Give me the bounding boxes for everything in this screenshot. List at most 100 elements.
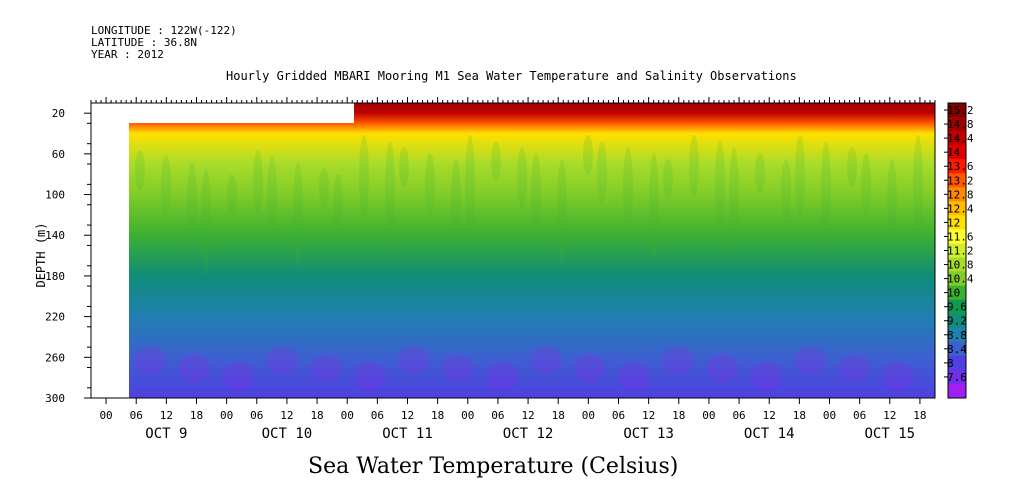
colorbar-swatch (948, 285, 966, 301)
texture-blob (574, 354, 606, 382)
texture-streak (451, 159, 461, 243)
texture-streak (821, 141, 831, 247)
longitude-label: LONGITUDE : 122W(-122) (91, 24, 237, 37)
y-axis: 20 60 100 140 180 220 260 300 (45, 107, 91, 405)
texture-blob (442, 354, 474, 382)
texture-streak (729, 147, 739, 253)
y-tick-label: 140 (45, 229, 65, 242)
texture-streak (663, 159, 673, 199)
colorbar-label: 9.6 (947, 301, 967, 314)
colorbar-swatch (948, 313, 966, 329)
colorbar-label: 8.8 (947, 329, 967, 342)
x-hour-label: 00 (582, 409, 595, 422)
colorbar-swatch (948, 145, 966, 160)
colorbar-label: 15.2 (947, 104, 974, 117)
texture-streak (253, 150, 263, 212)
colorbar-swatch (948, 257, 966, 273)
texture-streak (359, 135, 369, 219)
texture-blob (178, 354, 210, 382)
x-hour-label: 06 (250, 409, 263, 422)
colorbar-label: 8.4 (947, 343, 967, 356)
texture-blob (882, 362, 914, 390)
x-hour-label: 00 (99, 409, 112, 422)
colorbar-label: 14.8 (947, 118, 974, 131)
heatmap-fill-group (129, 103, 935, 398)
colorbar-swatch (948, 327, 966, 343)
x-hour-label: 12 (401, 409, 414, 422)
texture-streak (913, 135, 923, 241)
y-tick-label: 60 (52, 148, 65, 161)
x-hour-label: 06 (371, 409, 384, 422)
texture-streak (517, 147, 527, 209)
x-hour-label: 12 (642, 409, 655, 422)
colorbar-swatch (948, 201, 966, 216)
x-hour-label: 18 (431, 409, 444, 422)
texture-streak (319, 168, 329, 208)
x-hour-label: 06 (853, 409, 866, 422)
x-hour-label: 12 (521, 409, 534, 422)
top-ticks (90, 97, 936, 103)
y-tick-label: 300 (45, 392, 65, 405)
texture-streak (597, 141, 607, 203)
texture-streak (187, 162, 197, 246)
colorbar-label: 8 (947, 357, 954, 370)
texture-blob (530, 346, 562, 374)
colorbar-label: 9.2 (947, 315, 967, 328)
x-day-label: OCT 15 (864, 426, 915, 442)
colorbar-label: 11.2 (947, 245, 974, 258)
texture-blob (750, 362, 782, 390)
colorbar-label: 14.4 (947, 132, 974, 145)
x-day-label: OCT 13 (623, 426, 674, 442)
x-hour-label: 12 (160, 409, 173, 422)
texture-blob (354, 362, 386, 390)
x-day-label: OCT 9 (145, 426, 187, 442)
texture-streak (531, 153, 541, 237)
texture-blob (838, 354, 870, 382)
texture-blob (310, 354, 342, 382)
texture-streak (385, 141, 395, 247)
colorbar-swatch (948, 299, 966, 315)
texture-streak (795, 135, 805, 219)
colorbar-label: 10.4 (947, 273, 974, 286)
texture-blob (134, 346, 166, 374)
y-tick-label: 100 (45, 189, 65, 202)
texture-streak (399, 147, 409, 187)
x-hour-label: 06 (130, 409, 143, 422)
colorbar-swatch (948, 369, 966, 385)
colorbar-label: 10.8 (947, 259, 974, 272)
texture-streak (557, 159, 567, 265)
texture-streak (623, 147, 633, 231)
colorbar-swatch (948, 341, 966, 357)
colorbar-swatch (948, 271, 966, 287)
texture-blob (398, 346, 430, 374)
x-day-label: OCT 11 (382, 426, 433, 442)
texture-streak (267, 156, 277, 240)
colorbar-swatch (948, 103, 966, 118)
colorbar-label: 14 (947, 146, 961, 159)
heatmap-texture (134, 135, 923, 390)
colorbar-label: 12 (947, 216, 960, 229)
texture-blob (706, 354, 738, 382)
texture-streak (861, 153, 871, 215)
texture-streak (227, 174, 237, 214)
bottom-title: Sea Water Temperature (Celsius) (308, 454, 679, 479)
texture-streak (583, 135, 593, 175)
x-hour-label: 18 (913, 409, 926, 422)
x-hour-label: 06 (612, 409, 625, 422)
x-hour-label: 18 (552, 409, 565, 422)
chart-title: Hourly Gridded MBARI Mooring M1 Sea Wate… (226, 69, 797, 83)
x-hour-label: 18 (672, 409, 685, 422)
texture-streak (333, 174, 343, 236)
texture-streak (491, 141, 501, 181)
heatmap-field (129, 103, 935, 398)
x-hour-label: 18 (310, 409, 323, 422)
texture-streak (425, 153, 435, 215)
latitude-label: LATITUDE : 36.8N (91, 36, 197, 49)
texture-streak (755, 153, 765, 193)
x-hour-label: 00 (220, 409, 233, 422)
colorbar-swatch (948, 173, 966, 188)
texture-streak (293, 162, 303, 268)
colorbar-label: 10 (947, 287, 960, 300)
colorbar-label: 11.6 (947, 230, 974, 243)
